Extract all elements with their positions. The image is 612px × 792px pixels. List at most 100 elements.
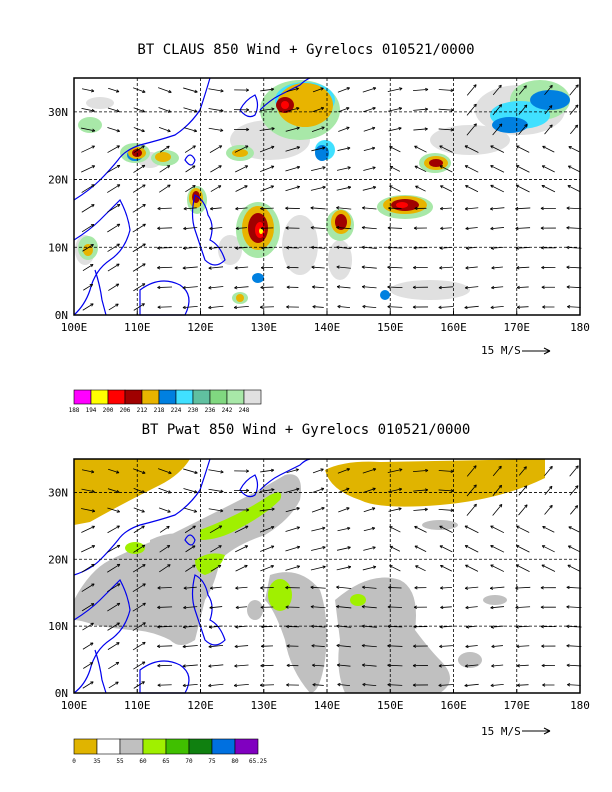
wind-vector bbox=[158, 87, 172, 93]
wind-arrowhead bbox=[91, 525, 95, 529]
wind-arrowhead bbox=[157, 605, 161, 610]
colorbar-swatch bbox=[234, 738, 259, 755]
wind-vector bbox=[159, 145, 170, 153]
wind-vector bbox=[260, 185, 274, 192]
wind-arrowhead bbox=[157, 246, 161, 250]
wind-arrowhead bbox=[157, 305, 161, 309]
wind-arrowhead bbox=[182, 305, 186, 310]
wind-vector bbox=[133, 488, 145, 493]
colorbar-label: 248 bbox=[239, 407, 250, 414]
y-tick-label: 0N bbox=[55, 309, 68, 322]
wind-vector bbox=[544, 124, 553, 135]
wind-arrowhead bbox=[270, 564, 274, 569]
wind-arrowhead bbox=[235, 206, 239, 211]
wind-vector bbox=[234, 266, 249, 269]
wind-arrowhead bbox=[322, 185, 326, 190]
wind-vector bbox=[566, 645, 582, 647]
wind-arrowhead bbox=[541, 644, 545, 648]
wind-arrowhead bbox=[473, 123, 477, 127]
wind-vector bbox=[311, 126, 325, 133]
wind-vector bbox=[285, 526, 300, 532]
wind-vector bbox=[260, 88, 274, 92]
wind-vector bbox=[438, 89, 454, 91]
wind-vector bbox=[490, 606, 505, 609]
wind-arrowhead bbox=[490, 683, 494, 688]
wind-arrowhead bbox=[440, 605, 444, 610]
wind-vector bbox=[133, 107, 145, 113]
wind-arrowhead bbox=[414, 545, 418, 549]
wind-vector bbox=[182, 286, 198, 289]
wind-arrowhead bbox=[464, 525, 468, 529]
wind-arrowhead bbox=[549, 105, 553, 109]
wind-vector bbox=[133, 525, 145, 534]
top-field-layer bbox=[75, 80, 570, 304]
wind-arrowhead bbox=[310, 226, 314, 230]
y-tick-label: 10N bbox=[48, 620, 68, 633]
wind-vector bbox=[185, 564, 196, 572]
wind-vector bbox=[81, 108, 95, 112]
wind-arrowhead bbox=[90, 622, 94, 626]
wind-arrowhead bbox=[387, 683, 391, 687]
wind-vector bbox=[235, 227, 248, 229]
wind-arrowhead bbox=[312, 663, 316, 667]
wind-vector bbox=[465, 586, 479, 589]
wind-vector bbox=[567, 684, 581, 686]
wind-arrowhead bbox=[90, 681, 94, 685]
wind-arrowhead bbox=[218, 545, 222, 549]
wind-arrowhead bbox=[220, 508, 224, 513]
wind-vector bbox=[439, 545, 453, 553]
coast-china-top bbox=[73, 77, 211, 201]
wind-arrowhead bbox=[464, 165, 469, 169]
wind-arrowhead bbox=[438, 305, 442, 310]
wind-vector bbox=[82, 681, 94, 689]
wind-arrowhead bbox=[296, 507, 300, 511]
wind-arrowhead bbox=[295, 468, 299, 472]
wind-arrowhead bbox=[167, 184, 171, 188]
wind-arrowhead bbox=[91, 489, 95, 493]
wind-arrowhead bbox=[540, 226, 544, 230]
wind-vector bbox=[516, 286, 529, 289]
wind-vector bbox=[515, 184, 530, 193]
wind-arrowhead bbox=[296, 526, 300, 530]
wind-arrowhead bbox=[157, 644, 161, 648]
wind-vector bbox=[310, 166, 326, 171]
wind-arrowhead bbox=[141, 283, 146, 287]
wind-arrowhead bbox=[234, 266, 238, 270]
wind-vector bbox=[566, 207, 582, 210]
wind-vector bbox=[492, 123, 503, 136]
wind-vector bbox=[362, 207, 377, 210]
wind-arrowhead bbox=[398, 487, 403, 492]
wind-arrowhead bbox=[523, 485, 528, 489]
wind-arrowhead bbox=[491, 266, 495, 270]
wind-vector bbox=[82, 303, 94, 311]
colorbar-label: 55 bbox=[116, 758, 124, 765]
wind-vector bbox=[234, 306, 249, 308]
wind-vector bbox=[490, 305, 504, 309]
wind-arrowhead bbox=[440, 206, 444, 211]
wind-vector bbox=[566, 606, 582, 608]
wind-arrowhead bbox=[337, 682, 341, 687]
wind-arrowhead bbox=[217, 564, 222, 569]
wind-vector bbox=[82, 264, 94, 272]
wind-vector bbox=[210, 185, 222, 192]
wind-vector bbox=[132, 243, 146, 253]
colorbar-label: 236 bbox=[205, 407, 216, 414]
wind-arrowhead bbox=[549, 84, 553, 89]
wind-arrowhead bbox=[524, 123, 528, 128]
wind-arrowhead bbox=[424, 488, 429, 492]
wind-vector bbox=[465, 286, 479, 289]
wind-vector bbox=[259, 489, 275, 492]
wind-arrowhead bbox=[568, 526, 572, 530]
wind-arrowhead bbox=[167, 129, 171, 133]
wind-arrowhead bbox=[245, 145, 249, 149]
wind-vector bbox=[235, 565, 248, 572]
wind-vector bbox=[568, 165, 580, 173]
wind-arrowhead bbox=[296, 126, 300, 130]
x-tick-label: 130E bbox=[251, 699, 278, 712]
wind-vector bbox=[285, 565, 300, 571]
x-tick-label: 110E bbox=[124, 321, 151, 334]
wind-arrowhead bbox=[183, 586, 187, 590]
wind-arrowhead bbox=[372, 185, 377, 190]
wind-vector bbox=[312, 107, 325, 113]
wind-arrowhead bbox=[192, 165, 196, 169]
